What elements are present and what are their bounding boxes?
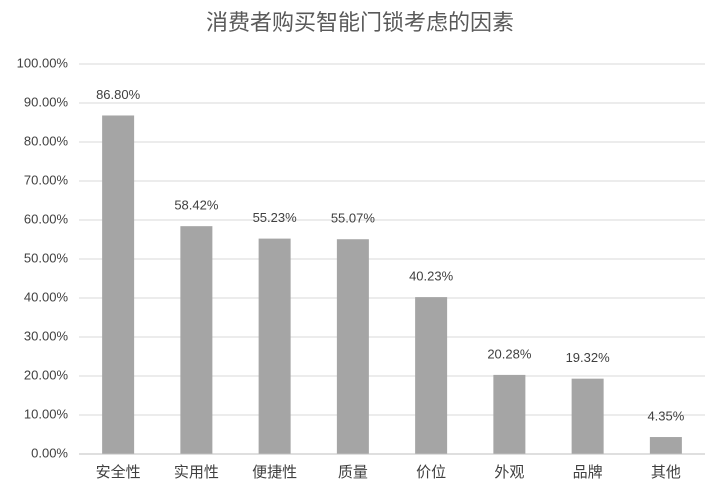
data-label: 55.07%: [331, 211, 376, 226]
x-tick-label: 质量: [338, 464, 368, 481]
bar: [258, 238, 291, 454]
data-label: 4.35%: [647, 408, 684, 423]
bar: [415, 297, 448, 454]
bar: [336, 239, 369, 454]
y-tick-label: 10.00%: [24, 406, 69, 421]
data-label: 58.42%: [174, 198, 219, 213]
data-label: 19.32%: [566, 350, 611, 365]
y-tick-label: 80.00%: [24, 133, 69, 148]
data-label: 40.23%: [409, 269, 454, 284]
x-tick-label: 其他: [651, 464, 681, 481]
x-tick-label: 便捷性: [252, 464, 297, 481]
x-tick-label: 品牌: [573, 464, 603, 481]
y-tick-label: 100.00%: [17, 55, 69, 70]
bar: [571, 378, 604, 454]
y-tick-label: 20.00%: [24, 367, 69, 382]
data-label: 55.23%: [253, 210, 298, 225]
bar: [493, 374, 526, 454]
x-tick-label: 价位: [416, 464, 446, 481]
data-label: 86.80%: [96, 87, 141, 102]
y-tick-label: 60.00%: [24, 211, 69, 226]
y-tick-label: 30.00%: [24, 328, 69, 343]
bar: [102, 115, 135, 454]
x-tick-label: 安全性: [96, 463, 141, 481]
bar: [180, 226, 213, 454]
y-tick-label: 50.00%: [24, 250, 69, 265]
y-tick-label: 70.00%: [24, 172, 69, 187]
y-tick-label: 90.00%: [24, 94, 69, 109]
bar: [649, 437, 682, 454]
x-tick-label: 外观: [494, 464, 524, 481]
data-label: 20.28%: [487, 346, 532, 361]
y-tick-label: 0.00%: [31, 445, 68, 460]
x-tick-label: 实用性: [174, 464, 219, 481]
y-tick-label: 40.00%: [24, 289, 69, 304]
chart-title: 消费者购买智能门锁考虑的因素: [206, 10, 514, 35]
